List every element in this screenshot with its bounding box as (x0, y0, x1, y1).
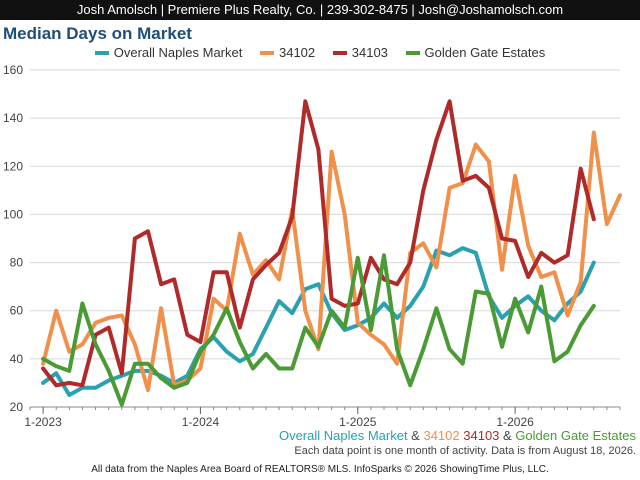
x-tick-label: 1-2023 (24, 415, 62, 429)
series-line-3 (41, 253, 596, 407)
y-tick-label: 40 (10, 352, 24, 366)
legend-swatch-golden-gate (405, 50, 420, 55)
footer-series-34102: 34102 (423, 428, 460, 443)
x-tick-label: 1-2024 (182, 415, 220, 429)
legend-item-golden-gate[interactable]: Golden Gate Estates (405, 45, 546, 60)
y-tick-label: 140 (3, 111, 23, 125)
footer-separator: & (499, 428, 516, 443)
series-line-1 (41, 130, 622, 393)
footer-series-overall: Overall Naples Market (278, 428, 408, 443)
legend-label-overall: Overall Naples Market (113, 45, 243, 60)
legend-label-golden-gate: Golden Gate Estates (424, 45, 546, 60)
y-tick-label: 160 (3, 63, 23, 77)
y-tick-label: 60 (10, 304, 24, 318)
legend-label-34102: 34102 (278, 45, 316, 60)
x-tick-label: 1-2025 (339, 415, 377, 429)
y-tick-label: 80 (10, 256, 24, 270)
y-tick-label: 100 (3, 207, 23, 221)
footer-separator: & (407, 428, 424, 443)
legend-item-overall[interactable]: Overall Naples Market (94, 45, 243, 60)
footer-source: All data from the Naples Area Board of R… (91, 464, 549, 475)
legend-item-34102[interactable]: 34102 (259, 45, 316, 60)
legend-item-34103[interactable]: 34103 (332, 45, 388, 60)
y-tick-label: 120 (3, 159, 23, 173)
legend-swatch-34102 (259, 50, 274, 55)
footer-series-list: Overall Naples Market & 34102 34103 & Go… (279, 428, 636, 443)
header-bar: Josh Amolsch | Premiere Plus Realty, Co.… (0, 0, 640, 20)
chart-title: Median Days on Market (3, 24, 192, 43)
footer-note: Each data point is one month of activity… (294, 445, 636, 457)
series-line-2 (41, 99, 596, 388)
legend-swatch-overall (94, 50, 109, 55)
footer-series-34103: 34103 (463, 428, 500, 443)
y-tick-label: 20 (10, 400, 24, 414)
legend-swatch-34103 (332, 50, 347, 55)
footer-series-golden-gate: Golden Gate Estates (515, 428, 636, 443)
x-tick-label: 1-2026 (496, 415, 534, 429)
series-line-0 (41, 246, 596, 397)
chart-legend: Overall Naples Market 34102 34103 Golden… (0, 45, 640, 60)
legend-label-34103: 34103 (351, 45, 388, 60)
